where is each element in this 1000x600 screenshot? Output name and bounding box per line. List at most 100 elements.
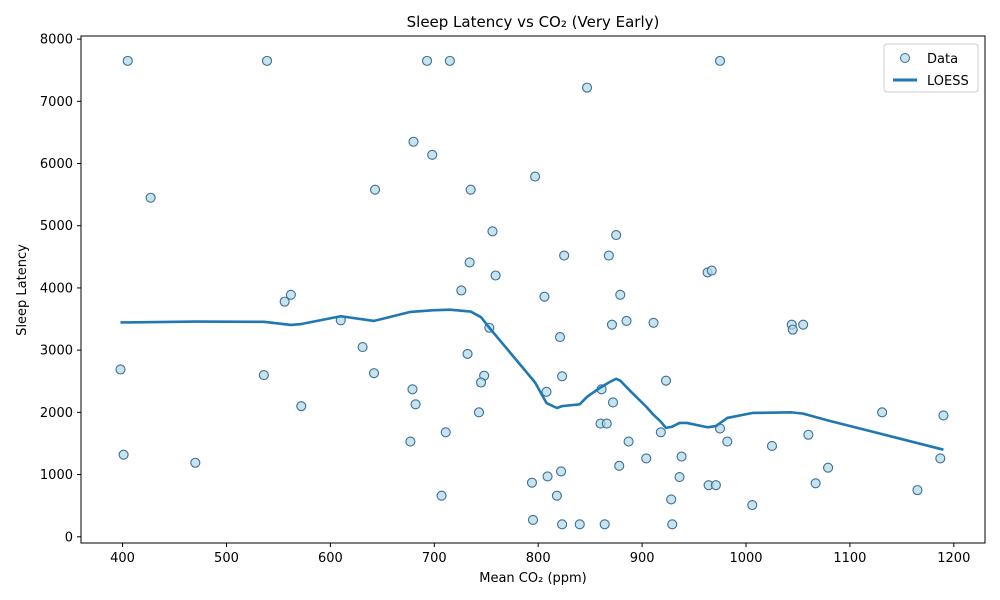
data-point	[542, 471, 553, 482]
y-tick-label: 6000	[40, 157, 73, 172]
legend-label-data: Data	[927, 52, 958, 67]
x-tick-label: 700	[422, 551, 447, 566]
data-point	[464, 257, 475, 268]
x-axis: 400 500 600 700 800 900 1000 1100 1200	[110, 543, 970, 566]
data-point	[357, 341, 368, 353]
data-point	[601, 418, 612, 429]
data-point	[747, 499, 758, 511]
data-point	[766, 440, 778, 452]
y-tick-label: 8000	[40, 33, 73, 48]
data-point	[557, 371, 568, 382]
data-point	[722, 436, 733, 447]
data-point	[574, 519, 585, 530]
data-point	[440, 427, 451, 438]
x-tick-label: 500	[214, 551, 239, 566]
data-point	[611, 230, 622, 241]
data-point	[462, 348, 473, 359]
data-point	[676, 451, 687, 462]
x-tick-label: 600	[318, 551, 343, 566]
y-tick-label: 1000	[40, 468, 73, 483]
data-point	[487, 226, 498, 237]
data-point	[877, 407, 888, 418]
data-point	[539, 291, 550, 302]
data-point	[465, 184, 476, 195]
data-point	[912, 485, 923, 496]
y-tick-label: 0	[65, 530, 73, 545]
data-point	[667, 519, 678, 530]
data-point	[261, 55, 273, 66]
data-point	[655, 427, 666, 438]
data-point	[935, 453, 946, 464]
data-point	[556, 466, 567, 477]
data-point	[370, 184, 381, 195]
x-tick-label: 400	[110, 551, 135, 566]
data-point	[787, 324, 798, 335]
data-point	[444, 55, 455, 66]
data-point	[938, 410, 949, 421]
data-point	[408, 136, 419, 147]
y-axis: 0 1000 2000 3000 4000 5000 6000 7000 8000	[40, 33, 81, 545]
data-point	[410, 399, 421, 410]
data-point	[674, 472, 685, 483]
y-tick-label: 5000	[40, 219, 73, 234]
data-point	[285, 289, 296, 300]
data-point	[427, 149, 438, 160]
data-point	[405, 436, 416, 447]
x-tick-label: 1000	[729, 551, 762, 566]
data-point	[279, 296, 290, 307]
data-point	[407, 384, 418, 395]
data-point	[490, 270, 501, 281]
data-point	[607, 397, 619, 408]
x-tick-label: 900	[630, 551, 655, 566]
data-point	[530, 171, 541, 182]
data-point	[541, 386, 552, 397]
axes-frame	[80, 35, 986, 544]
data-point	[641, 453, 652, 464]
data-point	[798, 319, 809, 330]
data-point	[554, 332, 566, 343]
data-point	[527, 514, 539, 526]
data-point	[456, 285, 467, 296]
data-point	[526, 477, 538, 488]
data-point	[803, 429, 814, 440]
y-tick-label: 4000	[40, 281, 73, 296]
data-point	[118, 449, 129, 460]
data-point	[122, 55, 133, 66]
data-point	[473, 407, 485, 418]
x-tick-label: 1200	[937, 551, 970, 566]
data-point	[115, 364, 126, 375]
data-point	[615, 289, 626, 300]
data-point	[660, 375, 672, 386]
data-point	[621, 315, 632, 326]
data-point	[436, 490, 447, 501]
data-point	[623, 436, 634, 447]
y-tick-label: 2000	[40, 406, 73, 421]
y-tick-label: 7000	[40, 95, 73, 110]
legend-marker-data	[900, 53, 910, 63]
data-point	[648, 317, 659, 328]
data-point	[603, 250, 614, 261]
y-tick-label: 3000	[40, 344, 73, 359]
data-point	[559, 250, 570, 261]
data-point	[581, 82, 593, 93]
data-point	[368, 368, 380, 379]
data-point	[710, 480, 721, 491]
data-point	[606, 319, 618, 330]
plot-area	[115, 55, 949, 530]
data-point	[599, 519, 610, 530]
legend-label-loess: LOESS	[927, 74, 969, 89]
data-point	[666, 494, 677, 505]
data-point	[557, 519, 568, 530]
data-point	[551, 490, 562, 501]
x-axis-label: Mean CO₂ (ppm)	[479, 571, 587, 586]
data-point	[145, 192, 156, 203]
chart-title: Sleep Latency vs CO₂ (Very Early)	[407, 13, 660, 31]
data-point	[475, 377, 487, 388]
x-tick-label: 800	[526, 551, 551, 566]
scatter-series	[115, 55, 949, 530]
data-point	[714, 55, 726, 66]
data-point	[296, 401, 307, 412]
data-point	[810, 478, 821, 489]
